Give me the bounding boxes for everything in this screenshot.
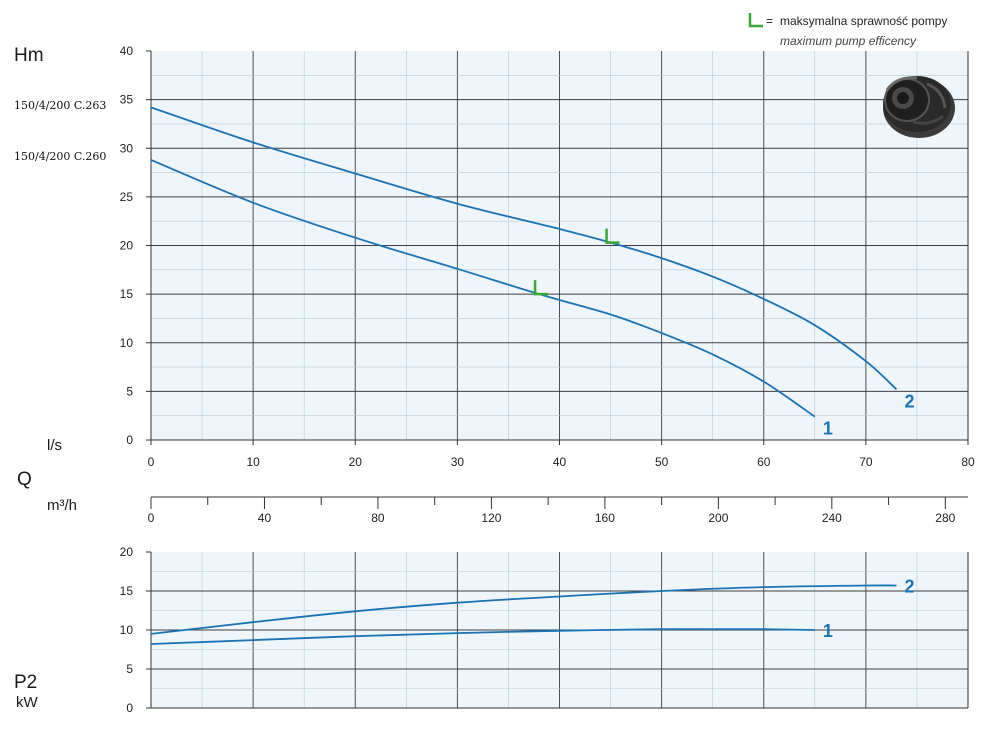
head-series-label-2: 2: [905, 391, 915, 411]
power-unit-label: kW: [16, 694, 39, 711]
head-y-tick-label: 35: [120, 93, 134, 107]
flow-m3h-unit-label: m³/h: [47, 497, 77, 514]
power-y-tick-label: 5: [126, 662, 133, 676]
power-curves: [150, 584, 897, 645]
power-series-label-1: 1: [823, 621, 833, 641]
head-x-tick-label: 70: [859, 455, 873, 469]
head-x-tick-label: 40: [553, 455, 567, 469]
head-grid: [150, 51, 969, 441]
bep-markers: [533, 228, 620, 296]
flow-m3h-axis: 0 40 80 120 160 200 240 280: [148, 496, 968, 525]
power-curve-2: [150, 584, 897, 635]
power-y-tick-label: 20: [120, 545, 134, 559]
head-x-tick-label: 80: [961, 455, 975, 469]
flow-q-label: Q: [17, 469, 32, 490]
legend-equals: =: [766, 14, 773, 28]
bep-marker-1: [533, 280, 549, 296]
head-axis-label: Hm: [14, 45, 44, 66]
flow-m3h-tick-label: 160: [595, 511, 615, 525]
power-y-ticks: 0 5 10 15 20: [120, 545, 151, 715]
head-series-labels: 12: [823, 391, 915, 438]
head-x-tick-label: 60: [757, 455, 771, 469]
model-label-1: 150/4/200 C.263: [14, 99, 106, 112]
power-series-label-2: 2: [905, 577, 915, 597]
flow-m3h-tick-label: 40: [258, 511, 272, 525]
flow-ls-unit-label: l/s: [47, 437, 62, 454]
head-x-tick-label: 50: [655, 455, 669, 469]
power-y-tick-label: 10: [120, 623, 134, 637]
model-label-2: 150/4/200 C.260: [14, 150, 106, 163]
legend: = maksymalna sprawność pompy maximum pum…: [748, 13, 947, 48]
head-x-tick-label: 10: [246, 455, 260, 469]
legend-subtext: maximum pump efficency: [780, 34, 917, 48]
head-x-ticks: 0 10 20 30 40 50 60 70 80: [148, 440, 975, 469]
head-y-ticks: 0 5 10 15 20 25 30 35 40: [120, 44, 151, 447]
head-y-tick-label: 20: [120, 239, 134, 253]
flow-m3h-ticks: 0 40 80 120 160 200 240 280: [148, 497, 956, 525]
flow-m3h-tick-label: 280: [935, 511, 955, 525]
head-x-tick-label: 0: [148, 455, 155, 469]
head-y-tick-label: 0: [126, 433, 133, 447]
flow-m3h-tick-label: 80: [371, 511, 385, 525]
legend-text: maksymalna sprawność pompy: [780, 14, 947, 28]
power-series-labels: 12: [823, 577, 915, 641]
head-y-tick-label: 15: [120, 287, 134, 301]
head-series-label-1: 1: [823, 419, 833, 439]
flow-m3h-tick-label: 240: [822, 511, 842, 525]
head-y-tick-label: 25: [120, 190, 134, 204]
bep-marker-2: [605, 228, 620, 244]
power-axis-label: P2: [14, 672, 37, 693]
power-curve-1: [150, 628, 815, 645]
head-y-tick-label: 5: [126, 384, 133, 398]
head-y-tick-label: 30: [120, 141, 134, 155]
flow-m3h-tick-label: 200: [708, 511, 728, 525]
power-y-tick-label: 0: [126, 701, 133, 715]
pump-impeller-icon: [883, 76, 955, 138]
flow-m3h-tick-label: 0: [148, 511, 155, 525]
head-x-tick-label: 30: [451, 455, 465, 469]
head-y-tick-label: 40: [120, 44, 134, 58]
head-x-tick-label: 20: [349, 455, 363, 469]
power-y-tick-label: 15: [120, 584, 134, 598]
bep-marker-icon: [748, 13, 763, 28]
flow-m3h-tick-label: 120: [481, 511, 501, 525]
head-y-tick-label: 10: [120, 336, 134, 350]
